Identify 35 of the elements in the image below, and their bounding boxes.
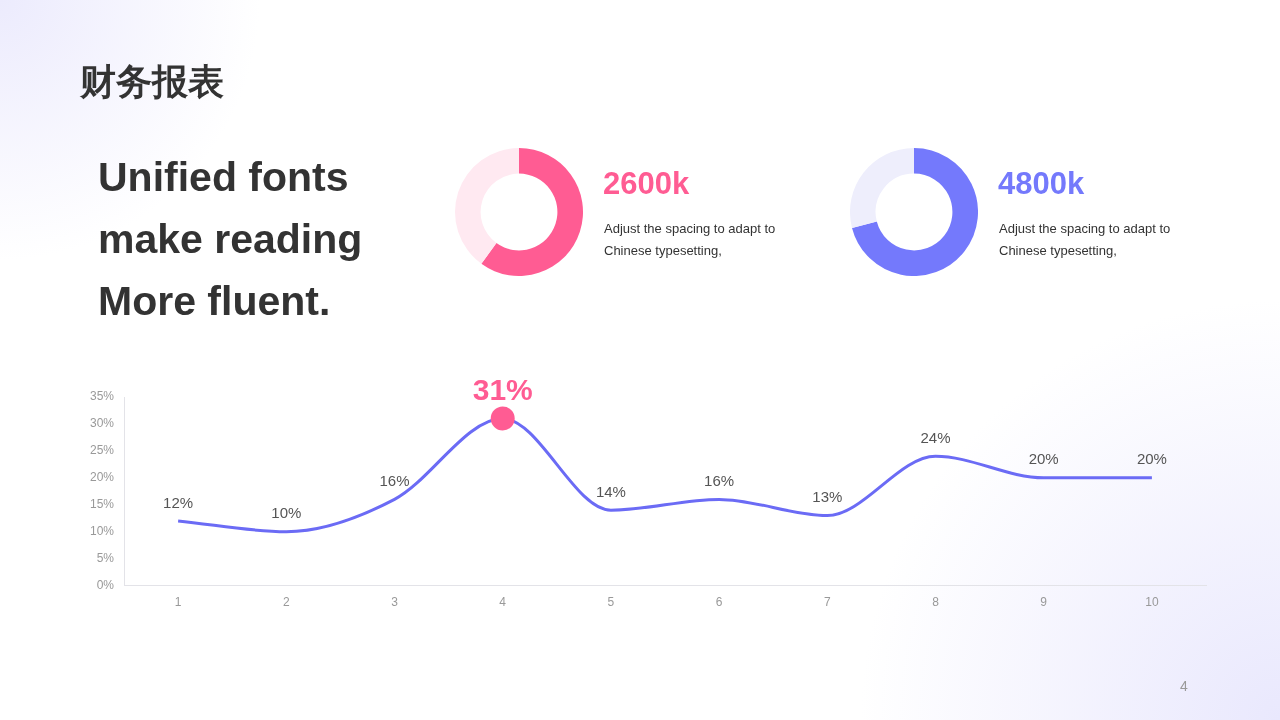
text: Unified fonts make reading More fluent. xyxy=(98,153,364,326)
x-tick-label: 1 xyxy=(174,595,182,610)
y-tick-label: 0% xyxy=(96,577,115,592)
text: 4800k xyxy=(998,166,1085,202)
x-tick-label: 10 xyxy=(1145,595,1159,610)
data-label: 24% xyxy=(920,428,951,446)
x-tick-label: 2 xyxy=(282,595,290,610)
data-label: 20% xyxy=(1136,450,1167,468)
text: 财务报表 xyxy=(80,60,224,104)
y-tick-label: 5% xyxy=(96,550,115,565)
y-tick-label: 10% xyxy=(89,524,115,539)
x-tick-label: 6 xyxy=(715,595,723,610)
x-tick-label: 9 xyxy=(1040,595,1048,610)
y-tick-label: 35% xyxy=(89,389,115,404)
text: Adjust the spacing to adapt to Chinese typesetting, xyxy=(999,220,1172,260)
data-label: 20% xyxy=(1028,450,1059,468)
y-tick-label: 15% xyxy=(89,497,115,512)
x-tick-label: 8 xyxy=(932,595,940,610)
annotation: 31% xyxy=(472,372,533,406)
text: Adjust the spacing to adapt to Chinese typesetting, xyxy=(604,220,777,260)
y-tick-label: 25% xyxy=(89,443,115,458)
data-label: 12% xyxy=(163,493,194,511)
y-tick-label: 20% xyxy=(89,470,115,485)
data-label: 14% xyxy=(595,482,626,500)
data-label: 16% xyxy=(379,472,410,490)
data-label: 16% xyxy=(704,472,735,490)
data-label: 13% xyxy=(812,488,843,506)
y-tick-label: 30% xyxy=(89,416,115,431)
data-label: 10% xyxy=(271,504,302,522)
text: 4 xyxy=(1180,678,1188,694)
x-tick-label: 5 xyxy=(607,595,615,610)
x-tick-label: 7 xyxy=(823,595,831,610)
x-tick-label: 3 xyxy=(391,595,399,610)
x-tick-label: 4 xyxy=(499,595,507,610)
text: 2600k xyxy=(603,166,690,202)
